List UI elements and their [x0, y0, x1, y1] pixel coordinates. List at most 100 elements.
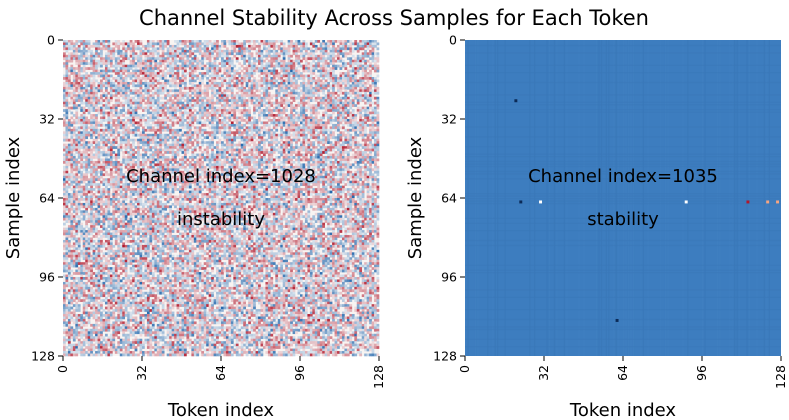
heatmap-cell	[92, 67, 96, 70]
heatmap-cell	[304, 42, 308, 46]
heatmap-cell	[250, 74, 254, 78]
heatmap-cell	[90, 141, 93, 144]
heatmap-cell	[171, 57, 175, 61]
heatmap-cell	[260, 151, 264, 154]
heatmap-cell	[188, 49, 192, 53]
heatmap-cell	[169, 84, 172, 88]
heatmap-cell	[97, 96, 101, 100]
heatmap-cell	[203, 114, 207, 117]
heatmap-cell	[129, 99, 133, 103]
heatmap-cell	[104, 91, 108, 95]
heatmap-cell	[280, 69, 284, 73]
heatmap-cell	[203, 121, 207, 125]
heatmap-cell	[324, 156, 328, 159]
heatmap-cell	[144, 59, 148, 63]
heatmap-cell	[280, 128, 284, 132]
heatmap-cell	[169, 123, 172, 127]
heatmap-cell	[369, 138, 372, 142]
heatmap-cell	[188, 131, 192, 135]
heatmap-cell	[324, 101, 328, 105]
heatmap-cell	[319, 153, 323, 157]
heatmap-cell	[319, 84, 323, 88]
heatmap-cell	[327, 138, 330, 142]
heatmap-cell	[351, 104, 355, 107]
heatmap-cell	[322, 136, 325, 140]
heatmap-cell	[183, 153, 187, 157]
heatmap-cell	[92, 77, 96, 80]
heatmap-cell	[119, 160, 123, 164]
heatmap-cell	[243, 44, 246, 48]
heatmap-cell	[287, 57, 291, 61]
heatmap-cell	[225, 57, 229, 61]
heatmap-cell	[87, 143, 91, 147]
heatmap-cell	[290, 114, 293, 117]
heatmap-cell	[275, 133, 279, 137]
heatmap-cell	[196, 77, 200, 80]
heatmap-cell	[201, 131, 205, 135]
heatmap-cell	[240, 74, 244, 78]
heatmap-cell	[72, 42, 76, 46]
heatmap-cell	[223, 153, 227, 157]
heatmap-cell	[203, 42, 207, 46]
heatmap-cell	[349, 94, 353, 98]
heatmap-cell	[233, 131, 237, 135]
heatmap-cell	[258, 156, 261, 159]
heatmap-cell	[211, 106, 214, 110]
heatmap-cell	[295, 74, 298, 78]
heatmap-cell	[223, 111, 227, 115]
heatmap-cell	[77, 126, 81, 130]
heatmap-cell	[238, 133, 242, 137]
heatmap-cell	[216, 106, 219, 110]
heatmap-cell	[322, 89, 325, 93]
heatmap-cell	[317, 74, 321, 78]
heatmap-cell	[104, 54, 108, 58]
heatmap-cell	[139, 81, 143, 85]
heatmap-cell	[164, 84, 167, 88]
heatmap-cell	[156, 94, 160, 98]
heatmap-cell	[72, 49, 76, 53]
heatmap-cell	[124, 121, 128, 125]
heatmap-cell	[211, 146, 214, 149]
heatmap-cell	[208, 59, 212, 63]
heatmap-cell	[154, 133, 158, 137]
heatmap-cell	[146, 62, 150, 65]
heatmap-cell	[332, 57, 335, 61]
heatmap-cell	[109, 156, 113, 159]
heatmap-cell	[292, 81, 296, 85]
heatmap-cell	[92, 109, 96, 112]
heatmap-cell	[238, 151, 242, 154]
heatmap-cell	[80, 49, 84, 53]
heatmap-cell	[85, 84, 88, 88]
heatmap-cell	[181, 141, 185, 144]
heatmap-cell	[63, 116, 66, 120]
heatmap-cell	[146, 136, 150, 140]
heatmap-cell	[171, 94, 175, 98]
heatmap-cell	[297, 156, 301, 159]
heatmap-cell	[166, 42, 170, 46]
heatmap-cell	[166, 94, 170, 98]
heatmap-cell	[312, 64, 316, 68]
heatmap-cell	[344, 141, 348, 144]
heatmap-cell	[216, 156, 219, 159]
heatmap-cell	[287, 42, 291, 46]
heatmap-cell	[270, 84, 274, 88]
heatmap-cell	[282, 121, 286, 125]
heatmap-cell	[359, 44, 363, 48]
heatmap-cell	[359, 77, 363, 80]
heatmap-cell	[374, 128, 377, 132]
heatmap-cell	[80, 59, 84, 63]
heatmap-cell	[371, 57, 375, 61]
heatmap-cell	[277, 114, 281, 117]
heatmap-cell	[171, 52, 175, 56]
heatmap-cell	[139, 77, 143, 80]
heatmap-cell	[341, 153, 345, 157]
heatmap-cell	[216, 128, 219, 132]
heatmap-cell	[174, 106, 177, 110]
heatmap-cell	[127, 47, 130, 51]
heatmap-cell	[206, 96, 209, 100]
heatmap-cell	[169, 52, 172, 56]
heatmap-cell	[302, 69, 306, 73]
heatmap-cell	[146, 89, 150, 93]
heatmap-cell	[369, 72, 372, 75]
heatmap-cell	[228, 62, 232, 65]
